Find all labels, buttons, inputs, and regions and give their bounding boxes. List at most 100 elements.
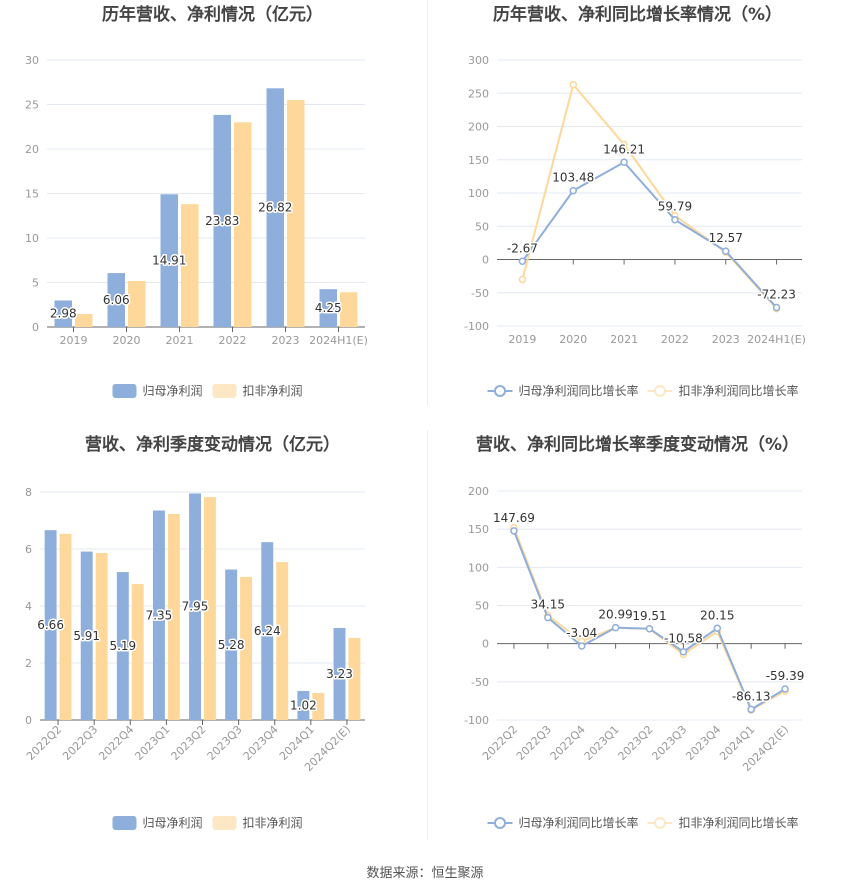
data-point-marker[interactable] — [671, 215, 679, 224]
bar-net-profit[interactable] — [107, 273, 125, 327]
bar-net-profit[interactable] — [261, 542, 274, 720]
bar-deducted-net-profit[interactable] — [240, 576, 253, 720]
legend-label[interactable]: 归母净利润同比增长率 — [519, 383, 639, 398]
legend-circle-icon[interactable] — [494, 385, 506, 397]
x-tick-label: 2021 — [166, 334, 194, 347]
bar-deducted-net-profit[interactable] — [181, 204, 199, 327]
bar-value-label-halo: 14.91 — [152, 254, 186, 268]
x-tick-label: 2023Q4 — [683, 723, 723, 763]
legend-circle-icon[interactable] — [494, 817, 506, 829]
legend-label[interactable]: 归母净利润同比增长率 — [519, 815, 639, 830]
data-point-marker[interactable] — [679, 647, 688, 656]
legend-circle-icon[interactable] — [654, 817, 666, 829]
bar-value-label: 14.91 — [152, 254, 186, 268]
bar-value-label-halo: 6.24 — [254, 624, 281, 638]
bar-deducted-net-profit[interactable] — [312, 692, 325, 720]
x-tick-label: 2024H1(E) — [747, 333, 806, 346]
data-point-marker[interactable] — [569, 80, 577, 89]
y-tick-label: 10 — [25, 232, 39, 245]
bar-net-profit[interactable] — [160, 194, 178, 327]
chart-title: 历年营收、净利情况（亿元） — [102, 4, 323, 25]
bar-deducted-net-profit[interactable] — [128, 280, 146, 327]
x-tick-label: 2023Q3 — [205, 723, 245, 763]
bar-deducted-net-profit[interactable] — [276, 562, 289, 720]
legend-swatch-deducted-net-profit[interactable] — [212, 384, 237, 398]
point-value-label: 20.99 — [598, 608, 632, 622]
point-value-label-halo: 147.69 — [493, 511, 535, 525]
bar-deducted-net-profit[interactable] — [131, 584, 144, 720]
point-value-label: 20.15 — [700, 608, 734, 622]
chart-panel-quarterly-profit: 营收、净利季度变动情况（亿元） 0 2 4 6 8 2022Q2 2022Q3 2022Q4 20… — [0, 420, 425, 850]
y-tick-label: 2 — [25, 657, 32, 670]
y-tick-label: -100 — [464, 320, 489, 333]
bar-net-profit[interactable] — [152, 510, 165, 720]
data-point-marker[interactable] — [577, 642, 586, 650]
point-value-label: 19.51 — [632, 609, 666, 623]
legend-label[interactable]: 归母净利润 — [143, 816, 203, 830]
bar-deducted-net-profit[interactable] — [75, 314, 93, 327]
bar-value-label: 4.25 — [315, 301, 342, 315]
x-tick-label: 2023Q1 — [132, 723, 172, 763]
data-point-marker[interactable] — [781, 685, 789, 693]
point-value-label: -10.58 — [664, 632, 703, 646]
bar-value-label-halo: 2.98 — [50, 307, 77, 321]
legend-circle-icon[interactable] — [654, 385, 666, 397]
y-tick-label: 5 — [32, 277, 39, 290]
bar-net-profit[interactable] — [225, 569, 238, 720]
bar-net-profit[interactable] — [189, 493, 201, 720]
bar-net-profit[interactable] — [319, 289, 337, 327]
data-point-marker[interactable] — [747, 705, 755, 714]
legend-label[interactable]: 扣非净利润同比增长率 — [679, 383, 799, 398]
legend-label[interactable]: 扣非净利润 — [243, 816, 303, 830]
data-point-marker[interactable] — [620, 158, 628, 167]
bar-net-profit[interactable] — [54, 300, 72, 327]
legend-swatch-deducted-net-profit[interactable] — [212, 816, 237, 830]
data-point-marker[interactable] — [772, 303, 781, 312]
y-tick-label: 15 — [25, 188, 39, 201]
bar-net-profit[interactable] — [333, 627, 346, 720]
bar-net-profit[interactable] — [80, 551, 93, 720]
data-point-marker[interactable] — [611, 623, 620, 632]
data-point-marker[interactable] — [518, 275, 527, 284]
y-tick-label: -100 — [464, 714, 489, 727]
bar-deducted-net-profit[interactable] — [204, 497, 216, 720]
data-point-marker[interactable] — [620, 140, 628, 149]
bar-value-label-halo: 7.95 — [182, 600, 209, 614]
bar-net-profit[interactable] — [44, 530, 57, 720]
legend-label[interactable]: 扣非净利润 — [243, 384, 303, 398]
x-tick-label: 2022 — [661, 333, 689, 346]
point-value-label: -3.04 — [566, 626, 597, 640]
bar-net-profit[interactable] — [213, 114, 231, 328]
bar-net-profit[interactable] — [297, 690, 310, 720]
bar-value-label: 3.23 — [326, 667, 353, 681]
chart-title: 营收、净利季度变动情况（亿元） — [85, 434, 340, 455]
bar-deducted-net-profit[interactable] — [167, 513, 180, 720]
bar-deducted-net-profit[interactable] — [234, 122, 252, 327]
bar-deducted-net-profit[interactable] — [287, 100, 305, 327]
y-tick-label: 8 — [25, 486, 32, 499]
point-value-label-halo: 103.48 — [552, 171, 594, 185]
bar-value-label-halo: 6.66 — [37, 618, 64, 632]
legend-swatch-net-profit[interactable] — [112, 384, 137, 398]
data-point-marker[interactable] — [510, 527, 518, 535]
x-tick-label: 2023Q2 — [616, 723, 656, 763]
data-point-marker[interactable] — [713, 624, 722, 633]
legend-label[interactable]: 归母净利润 — [143, 384, 203, 398]
data-point-marker[interactable] — [544, 613, 552, 622]
data-point-marker[interactable] — [645, 625, 654, 633]
bar-deducted-net-profit[interactable] — [348, 637, 361, 720]
bar-value-label: 6.66 — [37, 618, 64, 632]
legend-label[interactable]: 扣非净利润同比增长率 — [679, 815, 799, 830]
bar-deducted-net-profit[interactable] — [340, 292, 358, 327]
bar-deducted-net-profit[interactable] — [59, 533, 72, 720]
x-tick-label: 2020 — [559, 333, 587, 346]
legend-swatch-net-profit[interactable] — [112, 816, 137, 830]
bar-net-profit[interactable] — [116, 572, 129, 720]
bar-deducted-net-profit[interactable] — [95, 552, 108, 720]
bar-net-profit[interactable] — [266, 88, 284, 327]
data-point-marker[interactable] — [722, 247, 730, 255]
data-point-marker[interactable] — [569, 186, 577, 195]
data-point-marker[interactable] — [518, 257, 527, 266]
x-tick-label: 2022Q2 — [480, 723, 520, 763]
vertical-divider-top — [427, 0, 428, 406]
